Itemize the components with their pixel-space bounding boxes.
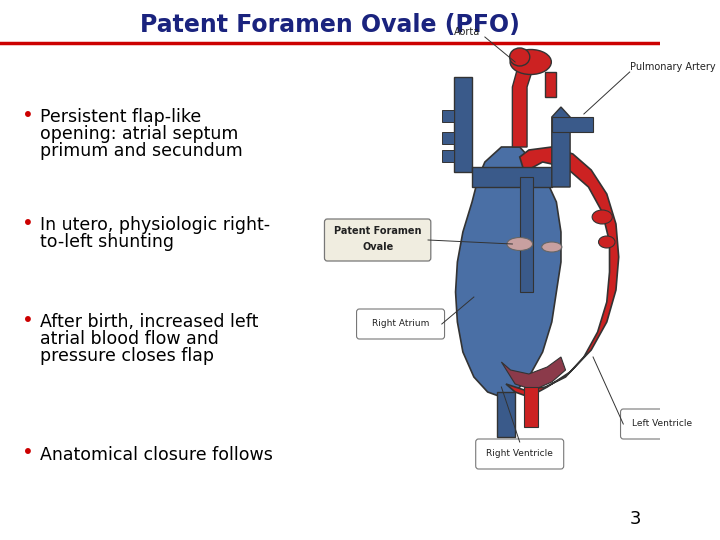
Text: opening: atrial septum: opening: atrial septum [40,125,238,143]
Polygon shape [552,117,593,132]
Polygon shape [442,110,454,122]
Text: pressure closes flap: pressure closes flap [40,347,214,365]
Text: 3: 3 [630,510,642,528]
Polygon shape [442,132,454,144]
FancyBboxPatch shape [325,219,431,261]
Polygon shape [456,147,561,397]
Text: Ovale: Ovale [362,242,393,252]
Ellipse shape [507,238,533,251]
Text: primum and secundum: primum and secundum [40,142,243,160]
Polygon shape [513,62,534,147]
Text: Right Atrium: Right Atrium [372,320,429,328]
Polygon shape [454,77,472,172]
Text: •: • [22,214,34,233]
Ellipse shape [592,210,612,224]
Text: Anatomical closure follows: Anatomical closure follows [40,446,273,463]
Text: After birth, increased left: After birth, increased left [40,313,258,331]
Text: •: • [22,443,34,462]
Polygon shape [552,107,570,187]
Text: •: • [22,106,34,125]
Text: Pulmonary Artery: Pulmonary Artery [630,62,716,72]
Polygon shape [520,177,534,292]
Text: atrial blood flow and: atrial blood flow and [40,330,219,348]
Polygon shape [506,147,618,397]
FancyBboxPatch shape [356,309,444,339]
Text: Right Ventricle: Right Ventricle [486,449,553,458]
Polygon shape [442,150,454,162]
Text: Persistent flap-like: Persistent flap-like [40,108,201,126]
Text: Aorta: Aorta [454,27,480,37]
Ellipse shape [510,50,552,75]
Text: Patent Foramen: Patent Foramen [334,226,421,236]
Text: In utero, physiologic right-: In utero, physiologic right- [40,216,270,234]
Ellipse shape [510,48,530,66]
Ellipse shape [541,242,562,252]
Text: •: • [22,311,34,330]
Ellipse shape [598,236,615,248]
Polygon shape [545,72,557,97]
FancyBboxPatch shape [476,439,564,469]
Polygon shape [501,357,565,390]
Text: Patent Foramen Ovale (PFO): Patent Foramen Ovale (PFO) [140,13,520,37]
Polygon shape [524,387,538,427]
FancyBboxPatch shape [621,409,703,439]
Polygon shape [472,167,552,187]
Polygon shape [497,392,515,437]
Text: Left Ventricle: Left Ventricle [631,420,692,429]
Text: to-left shunting: to-left shunting [40,233,174,251]
